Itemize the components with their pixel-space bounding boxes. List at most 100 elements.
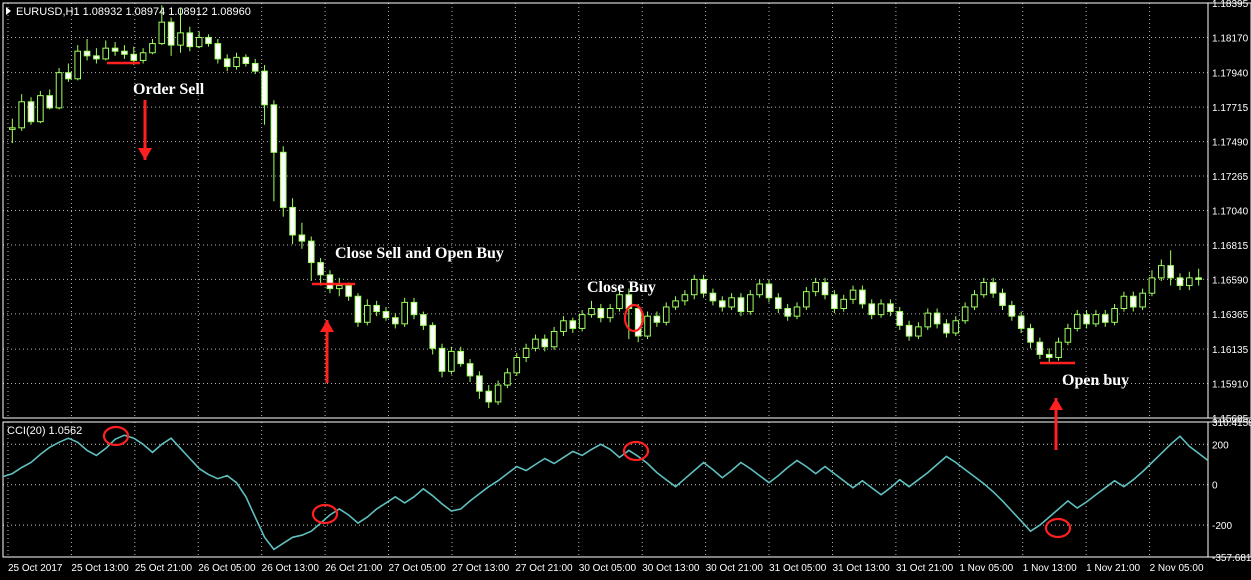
candle <box>832 295 838 309</box>
candle <box>925 313 931 327</box>
candle <box>635 309 641 337</box>
candle <box>981 282 987 294</box>
candle <box>318 263 324 275</box>
candle <box>990 282 996 293</box>
candle <box>972 295 978 307</box>
candle <box>682 295 688 301</box>
trading-chart: 25 Oct 201725 Oct 13:0025 Oct 21:0026 Oc… <box>0 0 1251 580</box>
xaxis-label: 26 Oct 21:00 <box>325 563 383 574</box>
candle <box>411 302 417 314</box>
candle <box>439 348 445 371</box>
candle <box>402 302 408 323</box>
candle <box>75 51 81 79</box>
cci-yaxis-label: 0 <box>1212 481 1218 492</box>
candle <box>196 37 202 46</box>
candle <box>467 364 473 376</box>
candle <box>10 128 16 130</box>
candle <box>719 301 725 307</box>
xaxis-label: 26 Oct 13:00 <box>262 563 320 574</box>
candle <box>878 304 884 315</box>
candle <box>710 293 716 301</box>
candle <box>495 385 501 402</box>
candle <box>785 309 791 317</box>
candle <box>561 321 567 332</box>
annotation-close-buy: Close Buy <box>587 279 656 296</box>
xaxis-label: 1 Nov 13:00 <box>1023 563 1077 574</box>
candle <box>916 327 922 336</box>
candle <box>19 102 25 128</box>
yaxis-label: 1.17040 <box>1212 207 1249 218</box>
candle <box>159 22 165 43</box>
annotation-close-sell-open-buy: Close Sell and Open Buy <box>335 245 504 262</box>
candle <box>383 312 389 318</box>
candle <box>1130 296 1136 307</box>
candle <box>1177 278 1183 286</box>
xaxis-label: 30 Oct 05:00 <box>579 563 637 574</box>
annotation-order-sell: Order Sell <box>133 81 205 98</box>
candle <box>505 373 511 385</box>
candle <box>888 304 894 312</box>
yaxis-label: 1.17715 <box>1212 103 1249 114</box>
candle <box>271 105 277 152</box>
xaxis-label: 1 Nov 05:00 <box>959 563 1013 574</box>
candle <box>962 307 968 321</box>
candle <box>757 284 763 295</box>
candle <box>645 316 651 336</box>
candle <box>729 298 735 307</box>
candle <box>523 348 529 357</box>
yaxis-label: 1.18395 <box>1212 0 1249 10</box>
candle <box>1028 328 1034 342</box>
candle <box>841 299 847 308</box>
candle <box>486 391 492 402</box>
yaxis-label: 1.17265 <box>1212 172 1249 183</box>
candle <box>934 313 940 324</box>
candle <box>897 312 903 326</box>
candle <box>1065 328 1071 342</box>
candle <box>654 316 660 322</box>
candle <box>551 331 557 346</box>
xaxis-label: 25 Oct 2017 <box>8 563 63 574</box>
candle <box>355 296 361 322</box>
candle <box>1037 342 1043 354</box>
candle <box>579 315 585 329</box>
xaxis-label: 25 Oct 21:00 <box>135 563 193 574</box>
candle <box>701 279 707 293</box>
yaxis-label: 1.16135 <box>1212 345 1249 356</box>
candle <box>346 286 352 297</box>
candle <box>663 307 669 322</box>
candle <box>747 295 753 312</box>
candle <box>738 298 744 312</box>
candle <box>1000 293 1006 305</box>
yaxis-label: 1.16590 <box>1212 275 1249 286</box>
yaxis-label: 1.17940 <box>1212 69 1249 80</box>
candle <box>308 241 314 262</box>
xaxis-label: 27 Oct 21:00 <box>515 563 573 574</box>
candle <box>617 295 623 309</box>
candle <box>449 351 455 371</box>
candle <box>215 44 221 59</box>
candle <box>589 309 595 315</box>
candle <box>906 325 912 336</box>
candle <box>953 321 959 333</box>
candle <box>1112 309 1118 323</box>
cci-yaxis-label: -357.6816 <box>1212 553 1251 564</box>
candle <box>607 309 613 318</box>
candle <box>28 102 34 122</box>
candle <box>1168 266 1174 278</box>
candle <box>94 56 100 59</box>
candle <box>1102 315 1108 323</box>
candle <box>374 305 380 311</box>
candle <box>112 48 118 51</box>
candle <box>570 321 576 329</box>
candle <box>168 22 174 45</box>
xaxis-label: 30 Oct 13:00 <box>642 563 700 574</box>
candle <box>140 53 146 61</box>
candle <box>1140 293 1146 307</box>
candle <box>1093 315 1099 324</box>
candle <box>1084 315 1090 324</box>
candle <box>1018 316 1024 328</box>
candle <box>234 57 240 66</box>
candle <box>794 307 800 316</box>
xaxis-label: 1 Nov 21:00 <box>1086 563 1140 574</box>
yaxis-label: 1.16815 <box>1212 241 1249 252</box>
